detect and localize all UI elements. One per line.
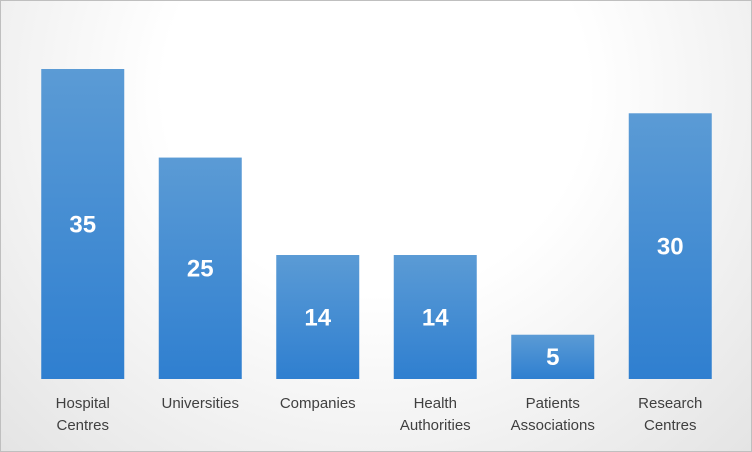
x-tick-label: Patients Associations <box>510 395 595 434</box>
value-label: 30 <box>657 233 684 260</box>
bar <box>393 255 477 379</box>
value-label: 5 <box>546 344 559 371</box>
value-label: 35 <box>69 211 96 238</box>
bar <box>276 255 360 379</box>
bar <box>41 69 125 379</box>
value-label: 25 <box>187 256 214 283</box>
bar <box>628 113 712 380</box>
value-label: 14 <box>304 304 331 331</box>
x-tick-label: Hospital Centres <box>55 395 110 434</box>
x-tick-label: Companies <box>279 395 356 412</box>
x-tick-label: Universities <box>161 395 240 412</box>
bar <box>511 334 595 379</box>
x-tick-label: Health Authorities <box>399 395 471 434</box>
value-label: 14 <box>422 304 449 331</box>
bar <box>158 157 242 379</box>
x-tick-label: Research Centres <box>638 395 703 434</box>
